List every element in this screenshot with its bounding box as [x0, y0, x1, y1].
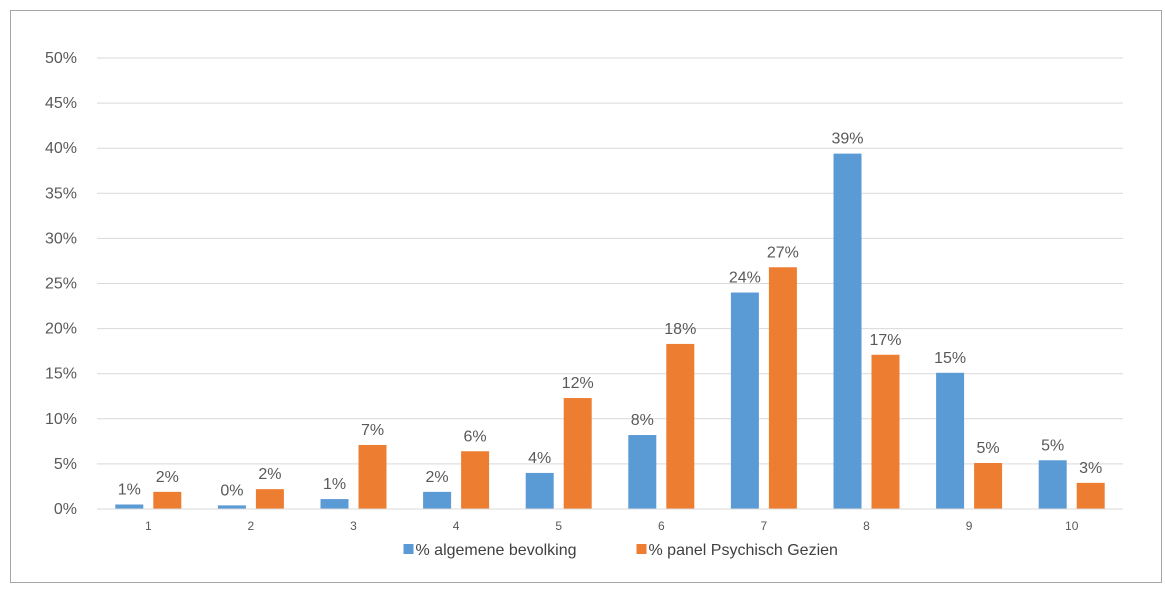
x-tick-label: 8	[863, 519, 870, 533]
bar-panel-psychisch-gezien	[666, 343, 695, 509]
bar-panel-psychisch-gezien	[974, 462, 1003, 509]
x-tick-label: 9	[966, 519, 973, 533]
y-tick-label: 40%	[45, 140, 77, 157]
y-tick-label: 25%	[45, 276, 77, 293]
y-tick-label: 45%	[45, 95, 77, 112]
x-tick-label: 2	[248, 519, 255, 533]
x-tick-label: 4	[453, 519, 460, 533]
chart-frame: 0% 5% 10% 15% 20% 25% 30% 35% 40% 45% 50% 1% 2% 0% 2%…	[10, 10, 1162, 583]
bars	[115, 153, 1105, 509]
legend: % algemene bevolking % panel Psychisch Ge…	[403, 542, 838, 559]
gridlines	[97, 57, 1123, 465]
data-label: 7%	[361, 422, 384, 439]
data-label: 4%	[528, 450, 551, 467]
bar-panel-psychisch-gezien	[461, 451, 490, 509]
x-tick-label: 1	[145, 519, 152, 533]
bar-algemene-bevolking	[628, 435, 657, 509]
bar-algemene-bevolking	[525, 472, 554, 509]
y-tick-label: 50%	[45, 50, 77, 67]
x-tick-label: 6	[658, 519, 665, 533]
data-labels: 1% 2% 0% 2% 1% 7% 2% 6% 4% 12% 8% 18% 24% 27% 39% 17% 15…	[118, 131, 1103, 500]
bar-panel-psychisch-gezien	[871, 354, 900, 509]
data-label: 24%	[729, 270, 761, 287]
x-tick-label: 5	[555, 519, 562, 533]
data-label: 5%	[977, 440, 1000, 457]
data-label: 27%	[767, 244, 799, 261]
data-label: 2%	[258, 466, 281, 483]
bar-algemene-bevolking	[730, 292, 759, 509]
data-label: 1%	[323, 476, 346, 493]
y-tick-label: 20%	[45, 321, 77, 338]
data-label: 1%	[118, 481, 141, 498]
data-label: 8%	[631, 412, 654, 429]
x-tick-label: 3	[350, 519, 357, 533]
x-tick-label: 7	[761, 519, 768, 533]
data-label: 17%	[869, 332, 901, 349]
data-label: 6%	[464, 428, 487, 445]
y-tick-label: 15%	[45, 366, 77, 383]
data-label: 2%	[156, 469, 179, 486]
y-axis-ticks: 0% 5% 10% 15% 20% 25% 30% 35% 40% 45% 50%	[45, 50, 77, 518]
y-tick-label: 30%	[45, 230, 77, 247]
data-label: 0%	[220, 482, 243, 499]
chart-svg: 0%5%10%15%20%25%30%35%40%45%50% 1%2%0%2%…	[45, 50, 1123, 559]
data-label: 3%	[1079, 460, 1102, 477]
bar-panel-psychisch-gezien	[768, 267, 797, 509]
bar-algemene-bevolking	[936, 372, 965, 509]
bar-algemene-bevolking	[1038, 460, 1067, 509]
bar-algemene-bevolking	[217, 505, 246, 509]
data-label: 2%	[426, 469, 449, 486]
data-label: 5%	[1041, 437, 1064, 454]
legend-label: % algemene bevolking	[416, 542, 577, 559]
bar-algemene-bevolking	[423, 491, 452, 509]
y-tick-label: 10%	[45, 411, 77, 428]
bar-panel-psychisch-gezien	[153, 491, 182, 509]
data-label: 15%	[934, 350, 966, 367]
y-tick-label: 0%	[54, 501, 77, 518]
legend-label: % panel Psychisch Gezien	[649, 542, 838, 559]
data-label: 39%	[831, 131, 863, 148]
y-tick-label: 35%	[45, 185, 77, 202]
bar-algemene-bevolking	[115, 504, 144, 509]
bar-panel-psychisch-gezien	[255, 489, 284, 509]
legend-swatch	[636, 544, 647, 554]
bar-panel-psychisch-gezien	[358, 444, 387, 509]
data-label: 18%	[664, 321, 696, 338]
x-axis-ticks: 1 2 3 4 5 6 7 8 9 10	[145, 519, 1079, 533]
bar-panel-psychisch-gezien	[563, 398, 592, 509]
bar-algemene-bevolking	[833, 153, 862, 509]
y-tick-label: 5%	[54, 456, 77, 473]
data-label: 12%	[562, 375, 594, 392]
legend-swatch	[403, 544, 414, 554]
bar-panel-psychisch-gezien	[1076, 482, 1105, 509]
x-tick-label: 10	[1065, 519, 1079, 533]
bar-algemene-bevolking	[320, 499, 349, 509]
